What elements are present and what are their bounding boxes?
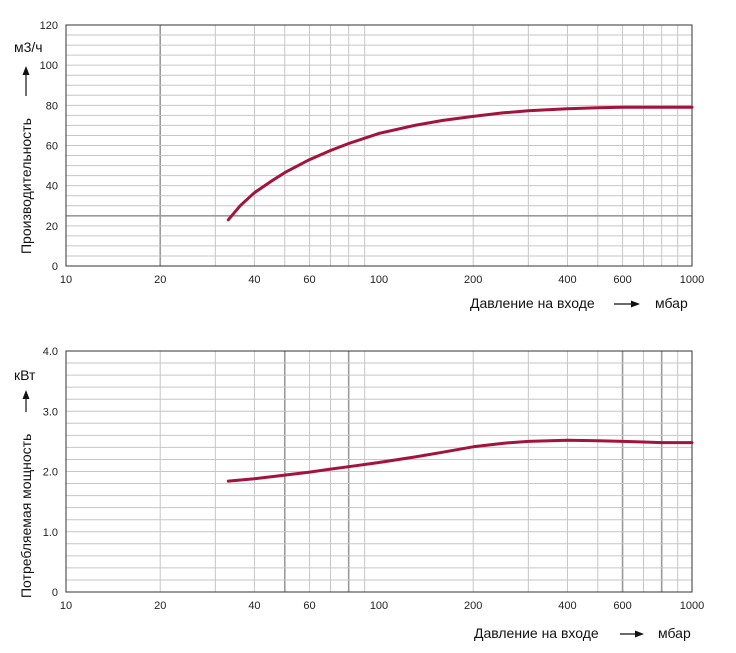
y-arrow: [22, 390, 30, 412]
y-axis-label: Потребляемая мощность: [18, 434, 34, 598]
y-tick-label: 20: [46, 221, 58, 233]
series-line: [226, 438, 694, 483]
plot-frame: [65, 24, 693, 267]
x-axis-label: Давление на входе: [470, 295, 595, 311]
x-tick-label: 200: [464, 600, 482, 612]
x-axis-label: Давление на входе: [474, 625, 599, 641]
y-tick-labels: 0 1.0 2.0 3.0 4.0: [43, 346, 58, 599]
x-tick-label: 60: [303, 600, 315, 612]
series-line: [226, 105, 694, 222]
x-arrow: [620, 630, 644, 638]
x-tick-label: 600: [613, 600, 631, 612]
y-tick-label: 100: [40, 60, 58, 72]
x-tick-label: 1000: [680, 600, 704, 612]
y-unit: м3/ч: [14, 39, 43, 55]
y-tick-label: 4.0: [43, 346, 58, 358]
y-tick-label: 0: [52, 587, 58, 599]
grid: [66, 25, 692, 266]
x-tick-label: 100: [370, 274, 388, 286]
grid: [66, 351, 692, 592]
x-tick-label: 200: [464, 274, 482, 286]
chart-throughput: 0 20 40 60 80 100 120 10 20 40 60 100 200 400 600 1000…: [14, 20, 704, 311]
x-arrow: [614, 300, 640, 308]
x-tick-label: 400: [558, 274, 576, 286]
x-tick-label: 20: [154, 600, 166, 612]
x-tick-label: 100: [370, 600, 388, 612]
x-tick-label: 400: [558, 600, 576, 612]
y-tick-label: 80: [46, 100, 58, 112]
x-tick-label: 600: [613, 274, 631, 286]
x-tick-labels: 10 20 40 60 100 200 400 600 1000: [60, 600, 704, 612]
y-arrow: [22, 66, 30, 96]
y-tick-label: 2.0: [43, 467, 58, 479]
x-tick-label: 20: [154, 274, 166, 286]
x-tick-label: 40: [248, 274, 260, 286]
x-tick-label: 60: [303, 274, 315, 286]
x-tick-label: 10: [60, 600, 72, 612]
y-axis-label: Производительность: [18, 118, 34, 254]
y-tick-label: 120: [40, 20, 58, 32]
y-tick-label: 0: [52, 261, 58, 273]
y-tick-label: 40: [46, 181, 58, 193]
y-tick-labels: 0 20 40 60 80 100 120: [40, 20, 58, 273]
x-tick-label: 1000: [680, 274, 704, 286]
y-tick-label: 60: [46, 141, 58, 153]
y-tick-label: 1.0: [43, 527, 58, 539]
x-unit: мбар: [655, 295, 688, 311]
x-tick-label: 10: [60, 274, 72, 286]
y-tick-label: 3.0: [43, 406, 58, 418]
x-unit: мбар: [658, 625, 691, 641]
chart-power: 0 1.0 2.0 3.0 4.0 10 20 40 60 100 200 400 600 1000 к…: [14, 346, 704, 641]
x-tick-label: 40: [248, 600, 260, 612]
plot-frame: [65, 350, 693, 593]
x-tick-labels: 10 20 40 60 100 200 400 600 1000: [60, 274, 704, 286]
y-unit: кВт: [14, 367, 36, 383]
